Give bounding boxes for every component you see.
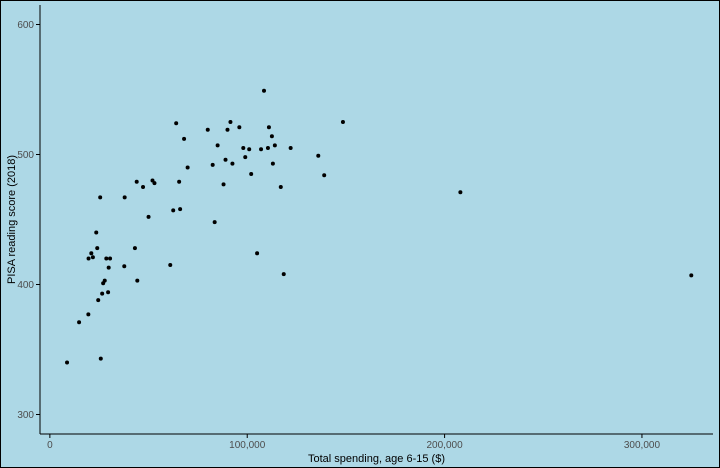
x-tick-label: 100,000 <box>229 440 266 451</box>
y-tick-label: 600 <box>17 20 34 31</box>
data-point <box>106 290 111 295</box>
data-point <box>185 165 190 170</box>
data-point <box>458 190 463 195</box>
data-point <box>132 246 137 251</box>
axes <box>39 5 713 435</box>
data-point <box>141 185 146 189</box>
data-point <box>86 256 91 261</box>
data-point <box>272 143 277 148</box>
data-point <box>266 125 271 130</box>
data-point <box>249 172 254 176</box>
data-point <box>122 264 127 269</box>
data-point <box>86 312 91 317</box>
data-point <box>135 278 140 283</box>
data-point <box>65 360 70 365</box>
data-point <box>102 278 107 283</box>
data-point <box>146 214 151 219</box>
y-tick-label: 300 <box>17 410 34 421</box>
data-point <box>174 121 179 126</box>
x-tick-label: 0 <box>47 440 53 451</box>
y-tick-label: 500 <box>17 150 34 161</box>
data-point <box>215 143 220 148</box>
data-point <box>152 181 157 186</box>
data-point <box>237 125 242 130</box>
data-point <box>171 208 176 213</box>
x-tick-label: 200,000 <box>427 440 464 451</box>
data-point <box>98 356 103 361</box>
x-ticks: 0 100,000 200,000 300,000 <box>47 434 660 451</box>
data-point <box>108 256 113 261</box>
data-point <box>94 230 99 235</box>
data-point <box>241 146 246 150</box>
data-point <box>243 155 248 160</box>
data-point <box>77 320 82 325</box>
data-point <box>269 134 274 139</box>
y-tick-label: 400 <box>17 280 34 291</box>
data-point <box>90 255 95 260</box>
data-point <box>212 220 217 225</box>
data-point <box>288 146 293 150</box>
data-point <box>178 207 183 212</box>
data-point <box>316 153 321 158</box>
x-axis-title: Total spending, age 6-15 ($) <box>308 453 445 465</box>
data-point <box>278 185 283 189</box>
data-point <box>100 291 105 296</box>
data-point <box>230 161 235 166</box>
data-point <box>98 195 103 200</box>
data-point <box>228 120 233 124</box>
data-point <box>205 127 210 132</box>
data-point <box>89 251 94 256</box>
data-point <box>134 179 139 184</box>
data-point <box>689 273 694 278</box>
data-point <box>223 157 228 162</box>
y-axis-title: PISA reading score (2018) <box>6 155 18 284</box>
data-point <box>270 161 275 166</box>
data-point <box>210 162 215 167</box>
data-point <box>122 195 127 200</box>
data-point <box>340 120 345 124</box>
data-point <box>177 179 182 184</box>
x-tick-label: 300,000 <box>624 440 661 451</box>
data-point <box>96 298 101 303</box>
data-point <box>104 256 109 261</box>
y-ticks: 300 400 500 600 <box>17 20 40 421</box>
data-point <box>95 246 100 251</box>
data-point <box>262 88 267 93</box>
data-point <box>225 127 230 132</box>
data-point <box>255 251 260 256</box>
data-point <box>221 182 226 187</box>
data-point <box>265 146 270 150</box>
data-point <box>247 147 252 152</box>
data-point <box>259 147 264 152</box>
data-point <box>182 136 187 141</box>
data-point <box>322 173 327 178</box>
data-point <box>281 272 286 277</box>
data-point <box>168 263 173 267</box>
data-points <box>65 88 694 365</box>
data-point <box>106 265 111 270</box>
